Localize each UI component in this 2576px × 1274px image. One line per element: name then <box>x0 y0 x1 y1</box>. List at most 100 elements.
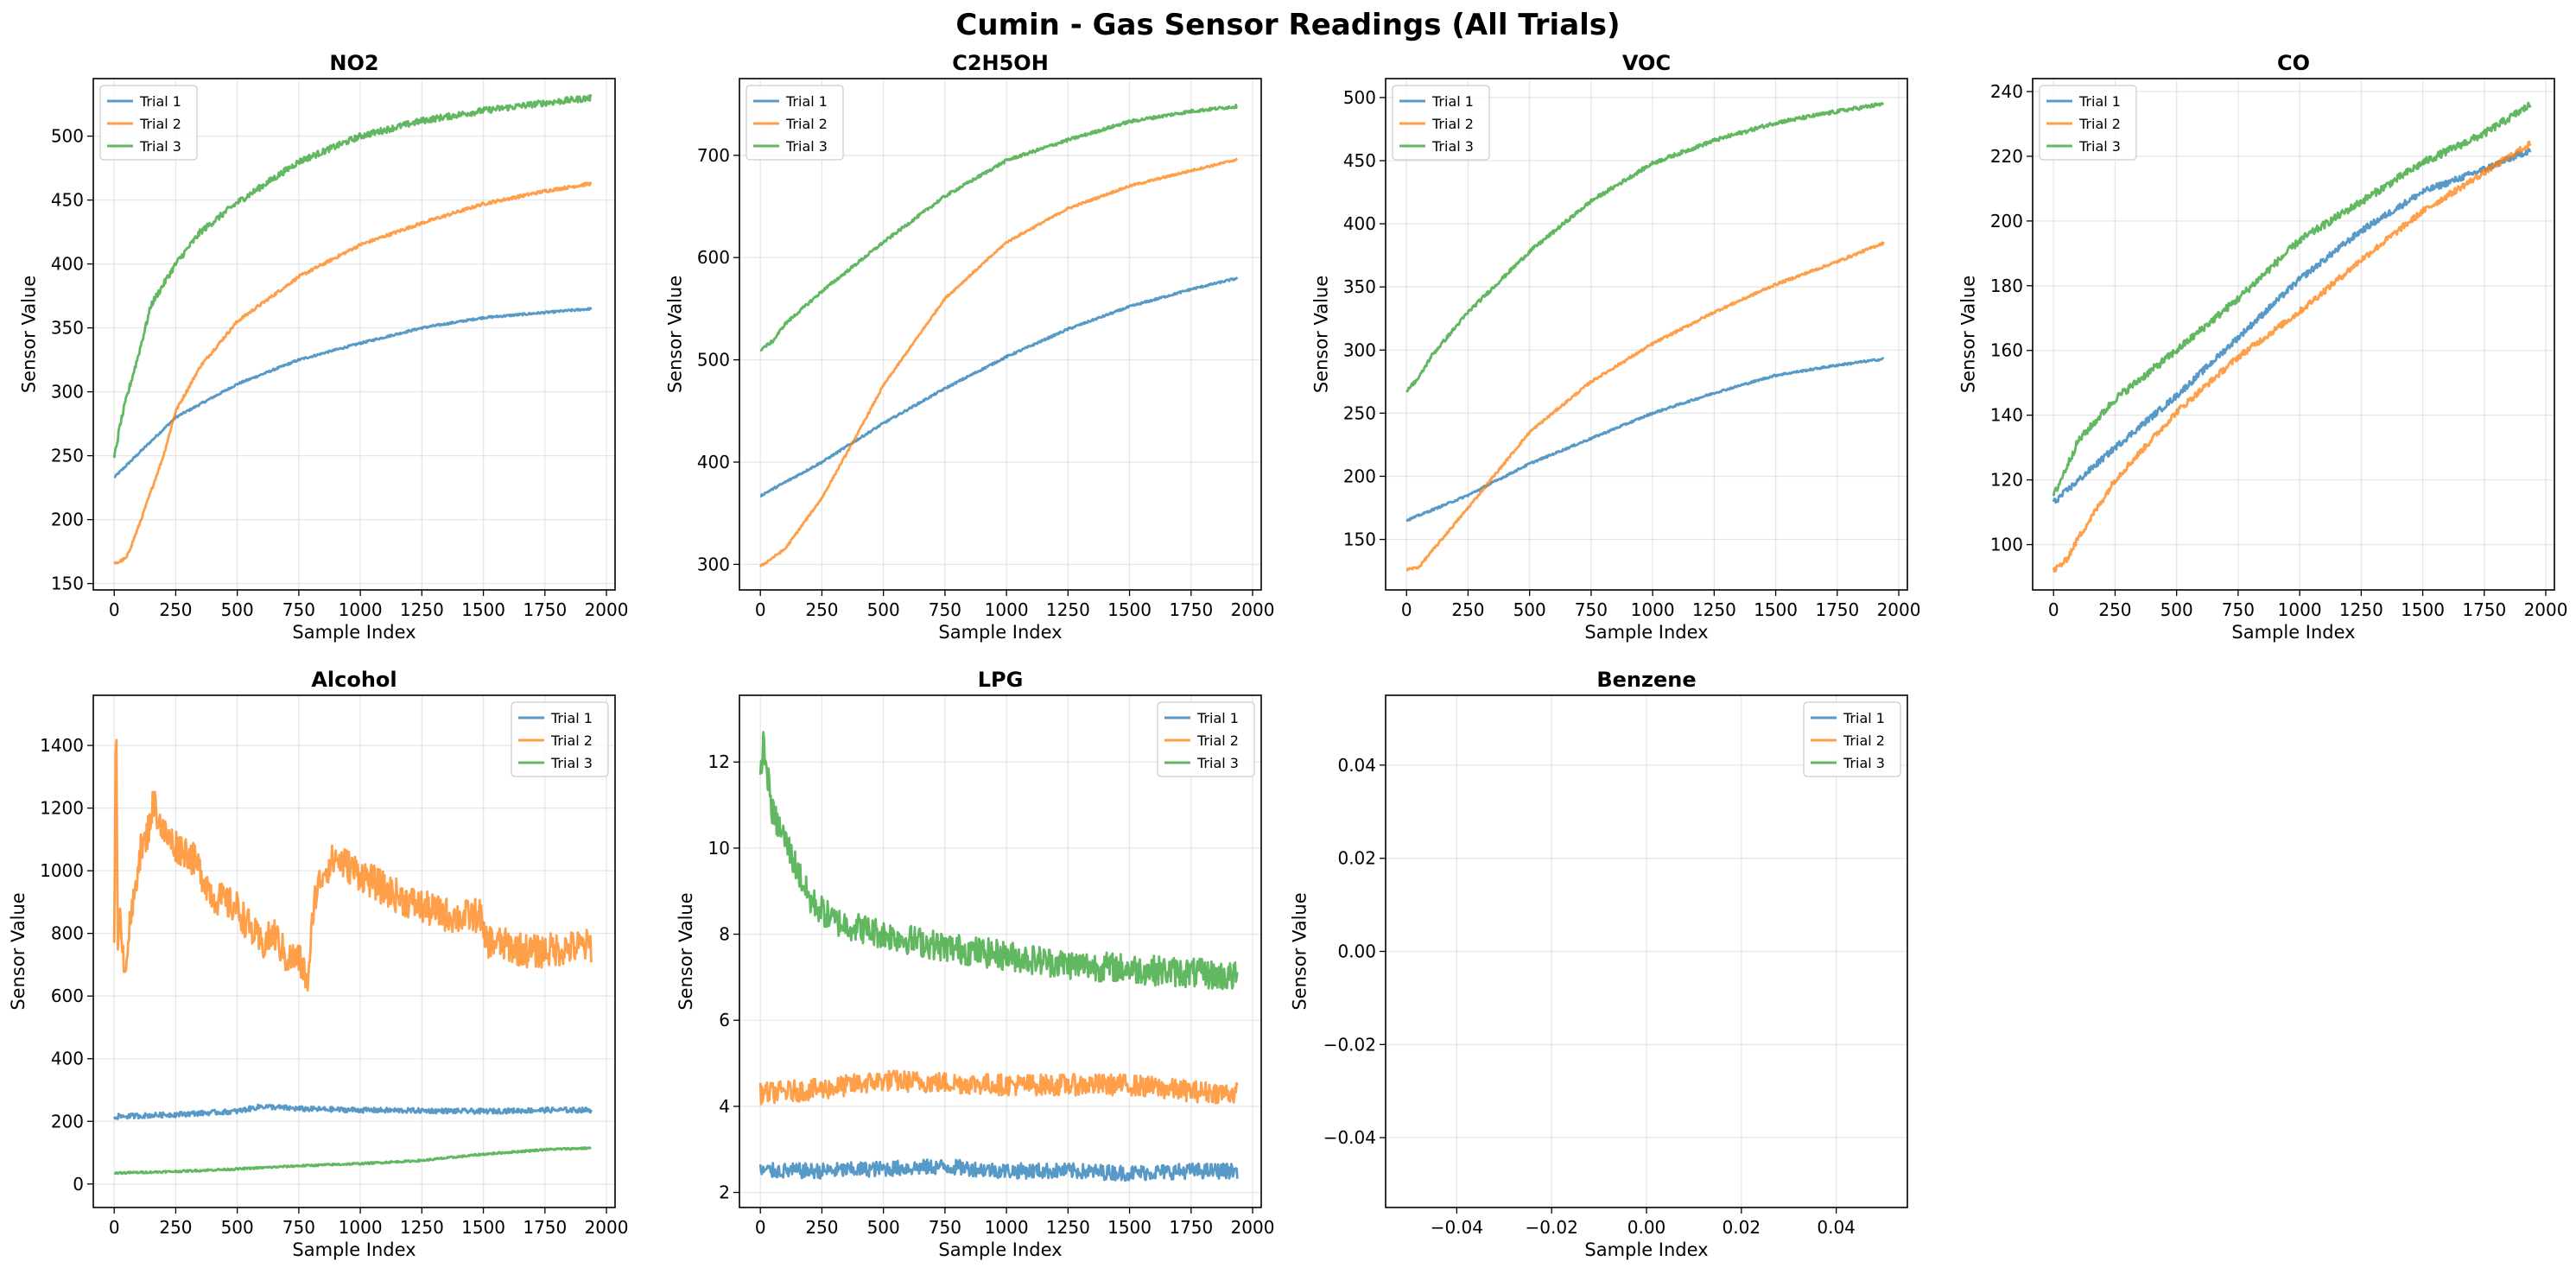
x-tick-label: 1250 <box>400 599 444 620</box>
x-tick-label: 1250 <box>1046 1217 1090 1238</box>
y-tick-label: 10 <box>708 838 730 859</box>
legend-label: Trial 1 <box>785 93 828 110</box>
legend-label: Trial 1 <box>1843 710 1885 726</box>
y-tick-label: 250 <box>1343 402 1376 423</box>
series-line-trial-3 <box>112 93 593 459</box>
x-tick-label: 0 <box>109 599 120 620</box>
y-tick-label: 200 <box>1990 211 2023 231</box>
y-tick-label: 600 <box>51 986 84 1006</box>
series-line-trial-3 <box>758 731 1239 991</box>
subplot-title: C2H5OH <box>952 51 1049 75</box>
legend-label: Trial 3 <box>550 755 593 771</box>
y-tick-label: 400 <box>51 254 84 275</box>
x-tick-label: 2000 <box>585 1217 629 1238</box>
y-tick-label: 120 <box>1990 470 2023 491</box>
x-tick-label: 500 <box>1513 599 1546 620</box>
y-tick-label: 500 <box>1343 87 1376 108</box>
series-line-trial-2 <box>112 738 593 992</box>
subplot-title: Alcohol <box>311 668 397 692</box>
x-tick-label: 1000 <box>339 1217 383 1238</box>
series-line-trial-3 <box>2052 101 2532 497</box>
legend-label: Trial 2 <box>1843 732 1885 749</box>
legend-label: Trial 2 <box>2078 116 2121 132</box>
x-tick-label: 1000 <box>339 599 383 620</box>
y-tick-label: 1400 <box>40 735 84 756</box>
x-tick-label: 500 <box>867 599 900 620</box>
x-tick-label: 1750 <box>1169 1217 1213 1238</box>
plot-frame <box>739 78 1262 591</box>
y-tick-label: 500 <box>51 126 84 147</box>
x-tick-label: 1250 <box>1046 599 1090 620</box>
y-tick-label: 450 <box>1343 150 1376 171</box>
legend: Trial 1 Trial 2 Trial 3 <box>99 85 198 161</box>
y-tick-label: 800 <box>51 923 84 944</box>
x-tick-label: 0 <box>109 1217 120 1238</box>
legend-label: Trial 3 <box>139 138 181 155</box>
legend-label: Trial 1 <box>1196 710 1239 726</box>
y-tick-label: 600 <box>697 247 730 268</box>
x-axis-label: Sample Index <box>292 1239 416 1260</box>
legend-label: Trial 2 <box>785 116 828 132</box>
legend-label: Trial 3 <box>1843 755 1885 771</box>
y-tick-label: 180 <box>1990 276 2023 296</box>
x-tick-label: 2000 <box>585 599 629 620</box>
plot-frame <box>2032 78 2555 591</box>
y-tick-label: 350 <box>1343 276 1376 297</box>
subplot-co: 0 250 500 750 1000 1250 1500 1750 2000 100 120 140 1… <box>1958 51 2568 643</box>
y-tick-label: 250 <box>51 446 84 466</box>
y-tick-label: 400 <box>51 1049 84 1069</box>
subplot-c2h5oh: 0 250 500 750 1000 1250 1500 1750 2000 300 400 500 6… <box>665 51 1275 643</box>
x-axis-label: Sample Index <box>292 622 416 643</box>
x-tick-label: 250 <box>805 1217 838 1238</box>
x-tick-label: 2000 <box>1877 599 1921 620</box>
x-tick-label: 250 <box>805 599 838 620</box>
y-tick-label: 300 <box>51 382 84 402</box>
x-tick-label: 1500 <box>1107 599 1152 620</box>
legend-label: Trial 2 <box>550 732 593 749</box>
y-tick-label: 220 <box>1990 146 2023 167</box>
x-tick-label: 0 <box>1401 599 1412 620</box>
y-tick-label: 200 <box>1343 466 1376 486</box>
x-tick-label: 0 <box>755 1217 766 1238</box>
x-tick-label: 1500 <box>1107 1217 1152 1238</box>
legend-box <box>511 701 609 777</box>
series-line-trial-2 <box>112 181 593 565</box>
y-tick-label: 500 <box>697 350 730 371</box>
x-tick-label: 1500 <box>1754 599 1798 620</box>
y-tick-label: 200 <box>51 1111 84 1131</box>
x-tick-label: 1750 <box>1815 599 1859 620</box>
plot-frame <box>1385 78 1908 591</box>
subplot-title: VOC <box>1622 51 1671 75</box>
subplot-grid: 0 250 500 750 1000 1250 1500 1750 20001502002503… <box>8 51 2567 1260</box>
x-tick-label: 750 <box>929 599 961 620</box>
x-tick-label: 1750 <box>523 599 567 620</box>
x-tick-label: 1750 <box>1169 599 1213 620</box>
x-tick-label: 1250 <box>2339 599 2383 620</box>
y-tick-label: 300 <box>1343 339 1376 360</box>
x-tick-label: 1500 <box>461 1217 505 1238</box>
x-tick-label: −0.02 <box>1526 1217 1578 1238</box>
x-tick-label: 0.04 <box>1817 1217 1856 1238</box>
x-tick-label: 500 <box>867 1217 900 1238</box>
y-tick-label: −0.02 <box>1323 1034 1376 1055</box>
x-tick-label: 1500 <box>461 599 505 620</box>
x-tick-label: 0.00 <box>1627 1217 1666 1238</box>
x-tick-label: 750 <box>1575 599 1608 620</box>
x-tick-label: 1000 <box>1631 599 1675 620</box>
y-axis-label: Sensor Value <box>1311 276 1332 393</box>
series-line-trial-3 <box>113 1146 592 1176</box>
legend: Trial 1 Trial 2 Trial 3 <box>1392 85 1490 161</box>
subplot-title: CO <box>2277 51 2310 75</box>
y-tick-label: 6 <box>719 1010 730 1030</box>
y-tick-label: 400 <box>1343 213 1376 234</box>
x-tick-label: 250 <box>159 1217 192 1238</box>
legend-box <box>1803 701 1901 777</box>
y-axis-label: Sensor Value <box>19 276 40 393</box>
x-tick-label: 250 <box>2098 599 2131 620</box>
series-line-trial-2 <box>2052 140 2532 573</box>
y-tick-label: −0.04 <box>1323 1127 1376 1148</box>
legend-label: Trial 3 <box>1196 755 1239 771</box>
x-tick-label: 1000 <box>985 1217 1029 1238</box>
subplot-no2: 0 250 500 750 1000 1250 1500 1750 2000 150 200 250 3… <box>19 51 629 643</box>
series-line-trial-1 <box>112 1103 593 1120</box>
